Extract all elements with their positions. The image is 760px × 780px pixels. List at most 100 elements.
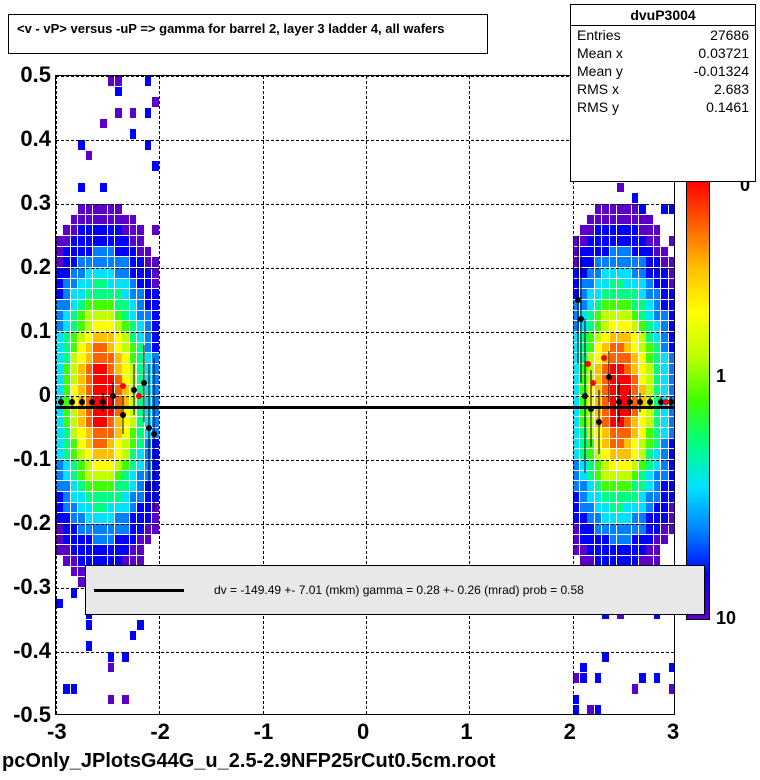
heat-cell — [654, 289, 661, 299]
heat-cell — [108, 279, 115, 289]
heat-cell — [86, 247, 93, 257]
heat-cell — [108, 439, 115, 449]
heat-cell — [602, 439, 609, 449]
heat-cell — [617, 311, 624, 321]
heat-cell — [145, 492, 152, 502]
heat-cell — [100, 513, 107, 523]
heat-cell — [646, 503, 653, 513]
heat-cell — [624, 492, 631, 502]
heat-cell — [108, 332, 115, 342]
heat-cell — [108, 428, 115, 438]
heat-cell — [115, 236, 122, 246]
heat-cell — [86, 513, 93, 523]
heat-cell — [78, 353, 85, 363]
heat-cell — [130, 321, 137, 331]
heat-cell — [661, 535, 668, 545]
heat-cell — [580, 524, 587, 534]
heat-cell — [610, 417, 617, 427]
heat-cell — [632, 492, 639, 502]
heat-cell — [669, 428, 675, 438]
heat-cell — [86, 481, 93, 491]
heat-cell — [624, 247, 631, 257]
heat-cell — [63, 535, 70, 545]
heat-cell — [122, 439, 129, 449]
heat-cell — [661, 321, 668, 331]
heat-cell — [617, 449, 624, 459]
heat-cell — [63, 503, 70, 513]
heat-cell — [86, 343, 93, 353]
heat-cell — [669, 503, 675, 513]
heat-cell — [130, 225, 137, 235]
heat-cell — [654, 513, 661, 523]
heat-cell — [587, 279, 594, 289]
heat-cell — [108, 215, 115, 225]
heat-cell — [108, 225, 115, 235]
heat-cell — [130, 513, 137, 523]
heat-cell — [632, 247, 639, 257]
heat-cell — [639, 417, 646, 427]
heat-cell — [130, 481, 137, 491]
heat-cell — [669, 439, 675, 449]
heat-cell — [122, 503, 129, 513]
heat-cell — [100, 481, 107, 491]
heat-cell — [610, 545, 617, 555]
heat-cell — [78, 225, 85, 235]
heat-cell — [152, 332, 159, 342]
heat-cell — [130, 300, 137, 310]
heat-cell — [610, 215, 617, 225]
heat-cell — [632, 503, 639, 513]
heat-cell — [115, 524, 122, 534]
heat-cell — [646, 449, 653, 459]
stats-value: 2.683 — [714, 81, 749, 97]
heat-cell — [78, 492, 85, 502]
heat-cell — [646, 385, 653, 395]
heat-cell — [71, 215, 78, 225]
heat-cell — [624, 353, 631, 363]
heat-cell — [669, 375, 675, 385]
heat-cell — [661, 513, 668, 523]
heat-cell — [595, 247, 602, 257]
heat-cell — [624, 471, 631, 481]
heat-cell — [610, 449, 617, 459]
heat-cell — [86, 460, 93, 470]
heat-cell — [602, 535, 609, 545]
heat-cell — [624, 279, 631, 289]
heat-cell — [93, 353, 100, 363]
heat-cell — [152, 311, 159, 321]
heat-cell — [100, 279, 107, 289]
heat-cell — [669, 343, 675, 353]
heat-cell — [71, 524, 78, 534]
heat-cell — [639, 428, 646, 438]
heat-cell — [130, 108, 137, 118]
heat-cell — [587, 300, 594, 310]
heat-cell — [587, 311, 594, 321]
heat-cell — [152, 343, 159, 353]
heat-cell — [71, 428, 78, 438]
stats-value: -0.01324 — [694, 63, 749, 79]
heat-cell — [639, 503, 646, 513]
heat-cell — [108, 353, 115, 363]
heat-cell — [93, 236, 100, 246]
heat-cell — [661, 439, 668, 449]
heat-cell — [595, 673, 602, 683]
heat-cell — [130, 545, 137, 555]
heat-cell — [595, 503, 602, 513]
heat-cell — [71, 343, 78, 353]
heat-cell — [617, 300, 624, 310]
heat-cell — [100, 204, 107, 214]
heat-cell — [145, 503, 152, 513]
heat-cell — [71, 545, 78, 555]
heat-cell — [632, 535, 639, 545]
heat-cell — [100, 332, 107, 342]
heat-cell — [108, 460, 115, 470]
heat-cell — [115, 503, 122, 513]
heat-cell — [602, 503, 609, 513]
heat-cell — [639, 236, 646, 246]
heat-cell — [152, 279, 159, 289]
heat-cell — [610, 524, 617, 534]
heat-cell — [63, 439, 70, 449]
heat-cell — [78, 524, 85, 534]
heat-cell — [669, 417, 675, 427]
heat-cell — [137, 545, 144, 555]
heat-cell — [100, 545, 107, 555]
